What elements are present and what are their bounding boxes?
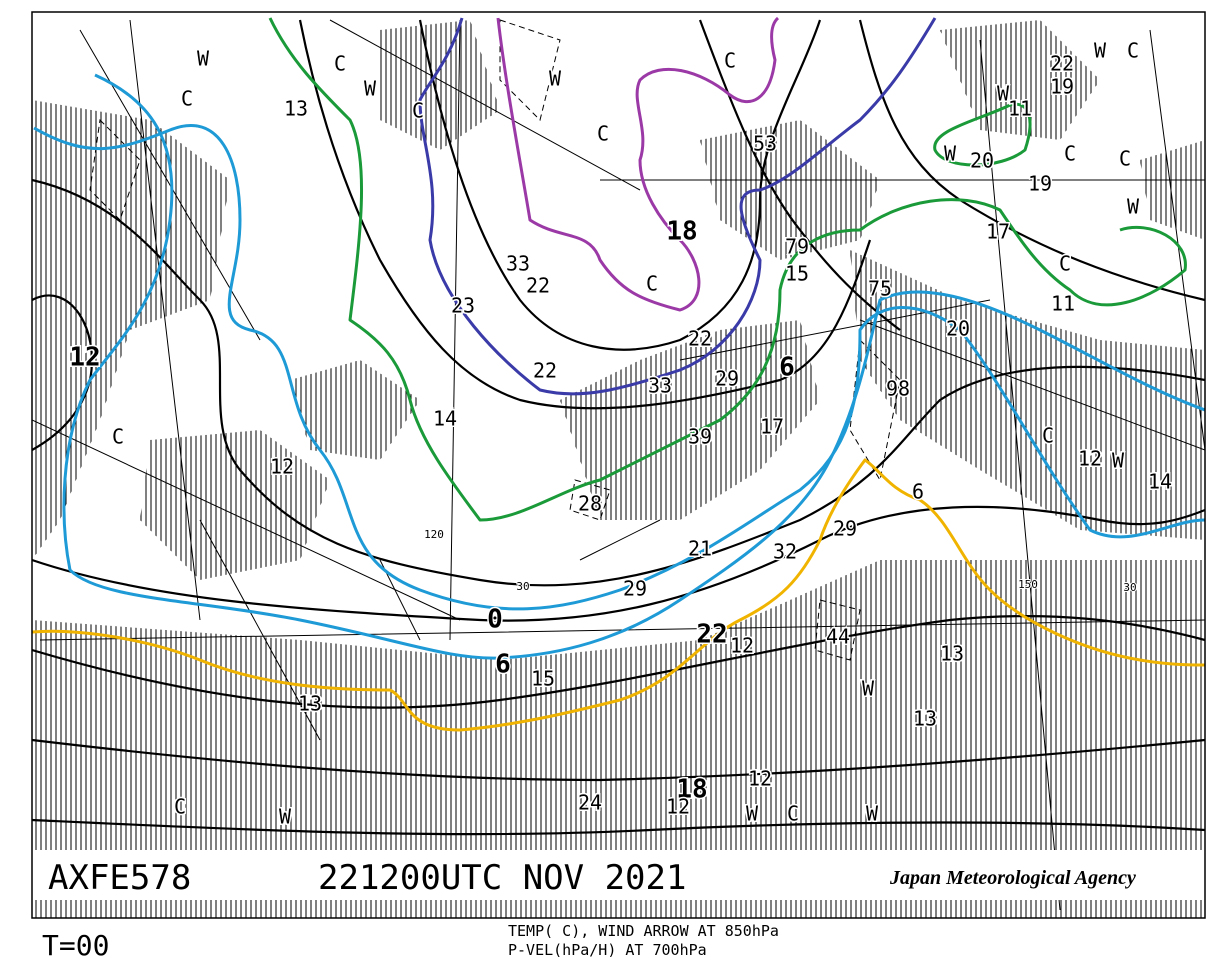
map-label: 33	[648, 374, 672, 398]
map-label: C	[646, 272, 658, 296]
map-label: 17	[760, 415, 784, 439]
map-label: C	[597, 122, 609, 146]
isotherms	[32, 19, 1205, 836]
map-label: 18	[666, 217, 697, 247]
map-label: 12	[748, 767, 772, 791]
map-label: C	[1064, 142, 1076, 166]
map-label: 20	[970, 149, 994, 173]
map-label: 22	[696, 620, 727, 650]
map-label: C	[181, 87, 193, 111]
map-label: 13	[940, 642, 964, 666]
isotherm-purple	[496, 16, 780, 312]
map-label: 12	[730, 634, 754, 658]
map-label: 13	[913, 707, 937, 731]
map-label: 19	[1050, 75, 1074, 99]
map-label: C	[1059, 252, 1071, 276]
map-label: 15	[531, 667, 555, 691]
map-label: W	[279, 805, 292, 829]
map-label: C	[174, 795, 186, 819]
map-label: 15	[785, 262, 809, 286]
map-labels: W C C W W C C C 13 18 C 33 22 23 22 33 2…	[68, 37, 1174, 830]
map-label: C	[1127, 39, 1139, 63]
map-label: 28	[578, 492, 602, 516]
map-label: W	[1127, 195, 1140, 219]
map-label: C	[112, 425, 124, 449]
map-label: 53	[753, 132, 777, 156]
map-label: C	[1119, 147, 1131, 171]
map-label: 6	[779, 353, 795, 383]
map-label: 0	[487, 605, 503, 635]
map-label: 6	[495, 650, 511, 680]
map-label: 22	[688, 327, 712, 351]
map-label: 29	[833, 517, 857, 541]
map-label: 11	[1051, 292, 1075, 316]
isotherm-green	[268, 17, 1187, 522]
map-label: 17	[986, 220, 1010, 244]
map-label: 19	[1028, 172, 1052, 196]
map-label: 150	[1018, 578, 1038, 591]
map-label: 44	[826, 625, 850, 649]
isotherm-green-2	[933, 102, 1032, 167]
chart-code: AXFE578	[48, 858, 191, 898]
map: W C C W W C C C 13 18 C 33 22 23 22 33 2…	[32, 16, 1205, 918]
valid-time: 221200UTC NOV 2021	[318, 858, 686, 898]
map-label: W	[746, 802, 759, 826]
map-label: W	[549, 67, 562, 91]
map-label: 32	[773, 540, 797, 564]
map-label: 79	[785, 235, 809, 259]
map-label: 12	[69, 343, 100, 373]
isotherm-navy	[418, 17, 937, 396]
map-label: 24	[578, 791, 602, 815]
map-label: W	[866, 802, 879, 826]
map-label: 22	[1050, 52, 1074, 76]
map-label: C	[1042, 424, 1054, 448]
map-label: 12	[666, 795, 690, 819]
map-label: 33	[506, 252, 530, 276]
map-label: 22	[533, 359, 557, 383]
map-frame	[31, 11, 1206, 919]
legend-line: P-VEL(hPa/H) AT 700hPa	[508, 941, 707, 959]
map-label: C	[334, 52, 346, 76]
map-label: 23	[451, 294, 475, 318]
header-band	[32, 850, 1205, 900]
forecast-time: T=00	[42, 929, 109, 962]
map-label: 14	[433, 407, 457, 431]
isotherm-blue-2	[62, 73, 1205, 660]
map-label: W	[1112, 449, 1125, 473]
agency: Japan Meteorological Agency	[889, 867, 1136, 889]
map-label: W	[1094, 39, 1107, 63]
map-label: 30	[1123, 581, 1136, 594]
map-label: C	[787, 802, 799, 826]
map-label: 18	[676, 775, 707, 805]
map-label: 13	[298, 692, 322, 716]
map-label: C	[412, 99, 424, 123]
map-label: 29	[715, 367, 739, 391]
map-label: 13	[284, 97, 308, 121]
map-label: 12	[270, 455, 294, 479]
map-label: W	[944, 142, 957, 166]
isotherm-yellow	[32, 458, 1205, 732]
map-label: C	[724, 49, 736, 73]
map-label: 29	[623, 577, 647, 601]
map-label: 12	[1078, 447, 1102, 471]
map-label: 6	[912, 480, 924, 504]
legend-line: TEMP( C), WIND ARROW AT 850hPa	[508, 922, 779, 940]
map-label: W	[197, 47, 210, 71]
map-label: 22	[526, 274, 550, 298]
map-label: 98	[886, 377, 910, 401]
map-label: W	[862, 677, 875, 701]
map-label: W	[364, 77, 377, 101]
map-label: 20	[946, 317, 970, 341]
map-label: 11	[1008, 97, 1032, 121]
map-label: W	[997, 82, 1010, 106]
map-label: 39	[688, 425, 712, 449]
map-label: 75	[868, 277, 892, 301]
isotherm-blue	[33, 124, 1205, 611]
map-label: 14	[1148, 470, 1172, 494]
map-label: 120	[424, 528, 444, 541]
map-label: 30	[516, 580, 529, 593]
map-label: 21	[688, 537, 712, 561]
